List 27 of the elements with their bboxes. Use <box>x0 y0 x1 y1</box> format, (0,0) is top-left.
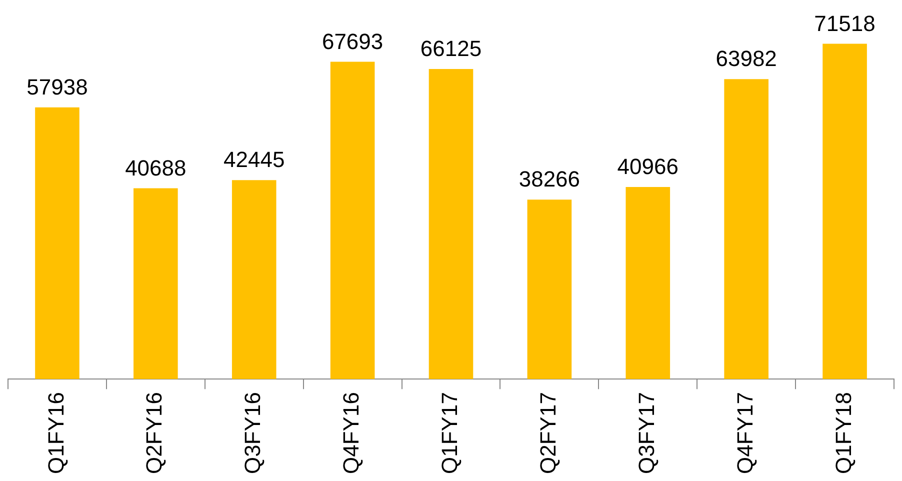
x-tick-label: Q3FY16 <box>240 392 266 474</box>
bar <box>822 44 867 380</box>
x-tick-label: Q1FY17 <box>437 392 462 474</box>
bar <box>724 79 768 380</box>
x-tick-label: Q1FY16 <box>43 392 68 474</box>
bar <box>330 62 375 380</box>
data-label: 42445 <box>224 147 285 172</box>
x-tick-label: Q2FY17 <box>536 392 561 474</box>
x-tick-label: Q3FY17 <box>634 392 659 474</box>
bar <box>134 188 178 380</box>
data-label: 38266 <box>518 166 580 192</box>
data-label: 40966 <box>617 154 678 180</box>
bar <box>428 69 474 380</box>
data-label: 40688 <box>125 155 186 180</box>
data-label: 71518 <box>814 10 876 36</box>
data-label: 63982 <box>716 46 777 72</box>
bar <box>626 187 670 380</box>
data-label: 67693 <box>322 28 384 54</box>
data-label: 57938 <box>26 74 88 100</box>
x-tick-label: Q4FY16 <box>338 392 364 474</box>
x-tick-label: Q2FY16 <box>142 392 167 474</box>
bar <box>35 107 80 380</box>
data-label: 66125 <box>420 36 482 62</box>
bar <box>527 200 572 380</box>
x-tick-label: Q1FY18 <box>830 392 856 474</box>
bar <box>232 180 276 380</box>
x-tick-label: Q4FY17 <box>732 392 758 474</box>
